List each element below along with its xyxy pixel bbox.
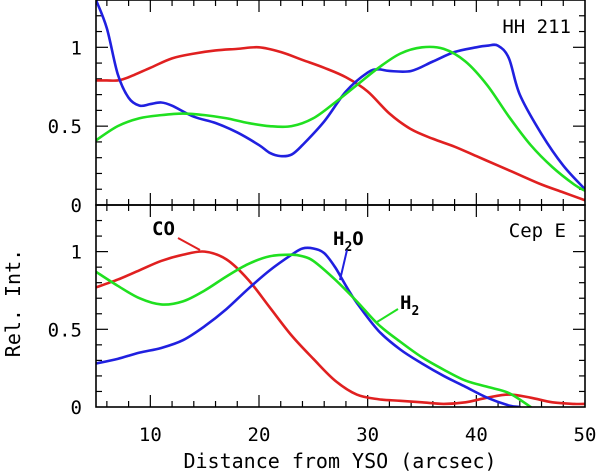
y-tick-label-hh211: 1 bbox=[71, 37, 82, 59]
panel-cep-e: 0 0.5 1 10 20 30 40 50 bbox=[48, 205, 597, 446]
series-group-hh211 bbox=[96, 0, 585, 202]
annotation-h2: H2 bbox=[400, 292, 419, 319]
x-axis-title: Distance from YSO (arcsec) bbox=[183, 449, 496, 473]
y-tick-label-hh211: 0 bbox=[71, 195, 82, 217]
panel-frame-bottom bbox=[95, 204, 586, 408]
x-tick-label: 30 bbox=[356, 424, 379, 446]
series-line-h2o-hh211 bbox=[96, 0, 585, 191]
annotation-h2-leader bbox=[376, 308, 399, 323]
y-tick-label-cep-e: 0.5 bbox=[48, 319, 82, 341]
x-tick-label: 10 bbox=[139, 424, 162, 446]
series-group-cep-e bbox=[96, 246, 585, 407]
annotation-co: CO bbox=[152, 218, 175, 240]
annotation-h2-base: H bbox=[400, 292, 411, 314]
panel-label-cep-e: Cep E bbox=[509, 220, 566, 242]
annotation-co-leader bbox=[177, 237, 201, 251]
y-tick-label-cep-e: 1 bbox=[71, 242, 82, 264]
panel-frames bbox=[95, 0, 586, 408]
annotation-h2o-base: H bbox=[333, 228, 344, 250]
annotation-h2o-tail: O bbox=[352, 228, 363, 250]
x-tick-label: 20 bbox=[248, 424, 271, 446]
annotation-h2o-sub: 2 bbox=[344, 240, 352, 255]
series-line-h2-hh211 bbox=[96, 45, 585, 193]
y-tick-label-cep-e: 0 bbox=[71, 397, 82, 419]
annotation-h2o-leader bbox=[339, 249, 348, 281]
series-line-h2o-cep-e bbox=[96, 246, 522, 407]
series-line-co-hh211 bbox=[96, 45, 585, 202]
x-tick-label: 40 bbox=[465, 424, 488, 446]
series-line-h2-cep-e bbox=[96, 253, 532, 407]
x-tick-label: 50 bbox=[574, 424, 597, 446]
annotation-h2o: H2O bbox=[333, 228, 364, 255]
annotation-h2-sub: 2 bbox=[411, 304, 419, 319]
panel-hh211: 00.51 bbox=[48, 0, 585, 217]
y-tick-label-hh211: 0.5 bbox=[48, 116, 82, 138]
panel-label-hh211: HH 211 bbox=[502, 16, 571, 38]
y-axis-title: Rel. Int. bbox=[1, 249, 25, 357]
